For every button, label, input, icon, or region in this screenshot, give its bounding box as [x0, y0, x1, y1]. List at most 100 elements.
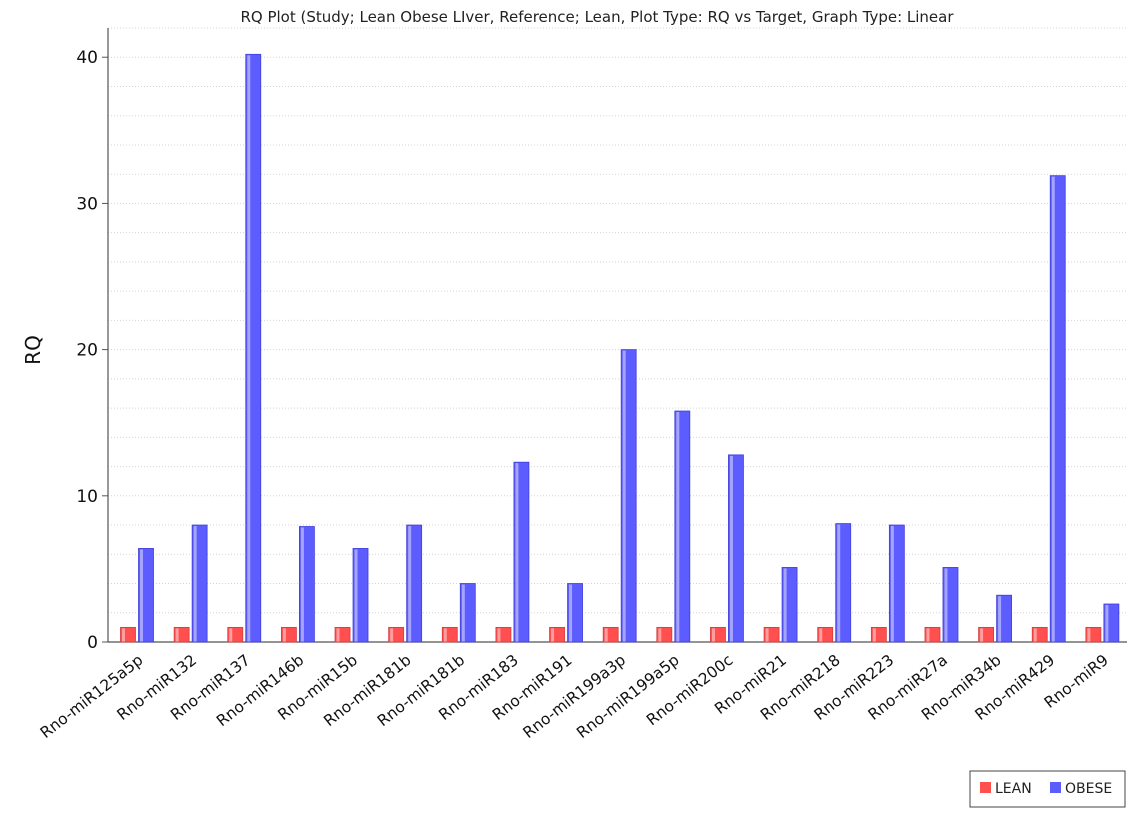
bar-body [621, 349, 637, 642]
bar-body [782, 567, 798, 642]
bar-outline [942, 567, 959, 643]
bar-lean [388, 626, 405, 643]
bar-highlight [193, 526, 197, 642]
legend-label-lean: LEAN [995, 781, 1032, 797]
bar-highlight [300, 527, 304, 642]
bar-obese [567, 583, 583, 643]
bar-obese [513, 461, 530, 643]
bar-outline [924, 626, 941, 643]
bar-highlight [890, 526, 894, 642]
bar-outline [1031, 626, 1048, 643]
legend: LEAN OBESE [969, 770, 1126, 808]
bar-outline [459, 583, 476, 643]
bar-body [1103, 603, 1119, 642]
bar-highlight [229, 628, 233, 642]
y-tick-label: 0 [87, 633, 98, 653]
bar-highlight [140, 549, 143, 642]
bar-outline [191, 524, 208, 643]
bar-highlight [711, 628, 715, 642]
y-tick-label: 10 [76, 487, 98, 507]
bar-obese [298, 526, 315, 643]
bar-highlight [461, 584, 465, 642]
bar-lean [602, 626, 619, 643]
bar-body [871, 627, 887, 642]
y-tick-label: 30 [76, 194, 98, 214]
bar-body [1085, 627, 1101, 642]
plot-background [108, 28, 1127, 642]
bar-obese [459, 583, 476, 643]
bar-body [889, 525, 905, 642]
bar-highlight [390, 628, 394, 642]
bar-lean [334, 626, 351, 643]
legend-swatch-lean [980, 782, 991, 793]
bar-highlight [551, 628, 555, 642]
bar-outline [781, 567, 798, 643]
bar-obese [996, 594, 1013, 643]
bar-highlight [926, 628, 930, 642]
bar-lean [280, 626, 297, 643]
bar-outline [996, 594, 1013, 643]
bar-outline [138, 548, 154, 643]
bar-outline [352, 548, 369, 643]
bar-body [1050, 175, 1066, 642]
bar-outline [120, 626, 136, 643]
bar-highlight [247, 55, 251, 643]
bar-highlight [783, 568, 787, 642]
bar-body [996, 595, 1012, 642]
bar-highlight [819, 628, 823, 642]
bar-highlight [676, 412, 680, 642]
bar-body [835, 523, 851, 642]
bar-lean [173, 626, 190, 643]
bar-obese [138, 548, 154, 643]
bar-lean [924, 626, 941, 643]
chart-title: RQ Plot (Study; Lean Obese LIver, Refere… [240, 8, 954, 26]
bar-body [245, 54, 261, 643]
bar-outline [334, 626, 351, 643]
bar-highlight [1087, 628, 1091, 642]
bar-outline [710, 626, 726, 643]
bar-highlight [122, 628, 125, 642]
bar-outline [602, 626, 619, 643]
bar-outline [227, 626, 244, 643]
bar-highlight [658, 628, 662, 642]
bar-outline [835, 523, 852, 643]
bar-highlight [408, 526, 412, 642]
bar-outline [817, 626, 834, 643]
bar-lean [441, 626, 458, 643]
bar-outline [978, 626, 995, 643]
bar-obese [245, 53, 262, 643]
bar-body [1032, 627, 1048, 642]
bar-body [335, 627, 351, 642]
bar-obese [1049, 175, 1066, 643]
bar-outline [888, 524, 905, 643]
bar-obese [191, 524, 208, 643]
bar-body [674, 411, 690, 642]
bar-highlight [282, 628, 286, 642]
bar-obese [942, 567, 959, 643]
bar-lean [549, 626, 565, 643]
bar-body [299, 526, 315, 642]
bar-outline [1103, 603, 1120, 643]
bar-body [174, 627, 190, 642]
bar-outline [441, 626, 458, 643]
bar-body [495, 627, 511, 642]
bar-body [353, 548, 369, 642]
bar-highlight [765, 628, 769, 642]
bar-outline [388, 626, 405, 643]
bar-highlight [622, 350, 626, 642]
bar-lean [1085, 626, 1102, 643]
bar-obese [781, 567, 798, 643]
bar-outline [513, 461, 530, 643]
bar-body [406, 525, 422, 642]
bar-body [442, 627, 458, 642]
bar-body [764, 627, 780, 642]
bar-highlight [604, 628, 608, 642]
bar-body [227, 627, 243, 642]
bar-obese [674, 410, 691, 643]
bar-outline [620, 349, 637, 643]
bar-highlight [1051, 176, 1055, 642]
bar-body [710, 627, 726, 642]
legend-box [969, 770, 1126, 808]
bar-outline [763, 626, 780, 643]
